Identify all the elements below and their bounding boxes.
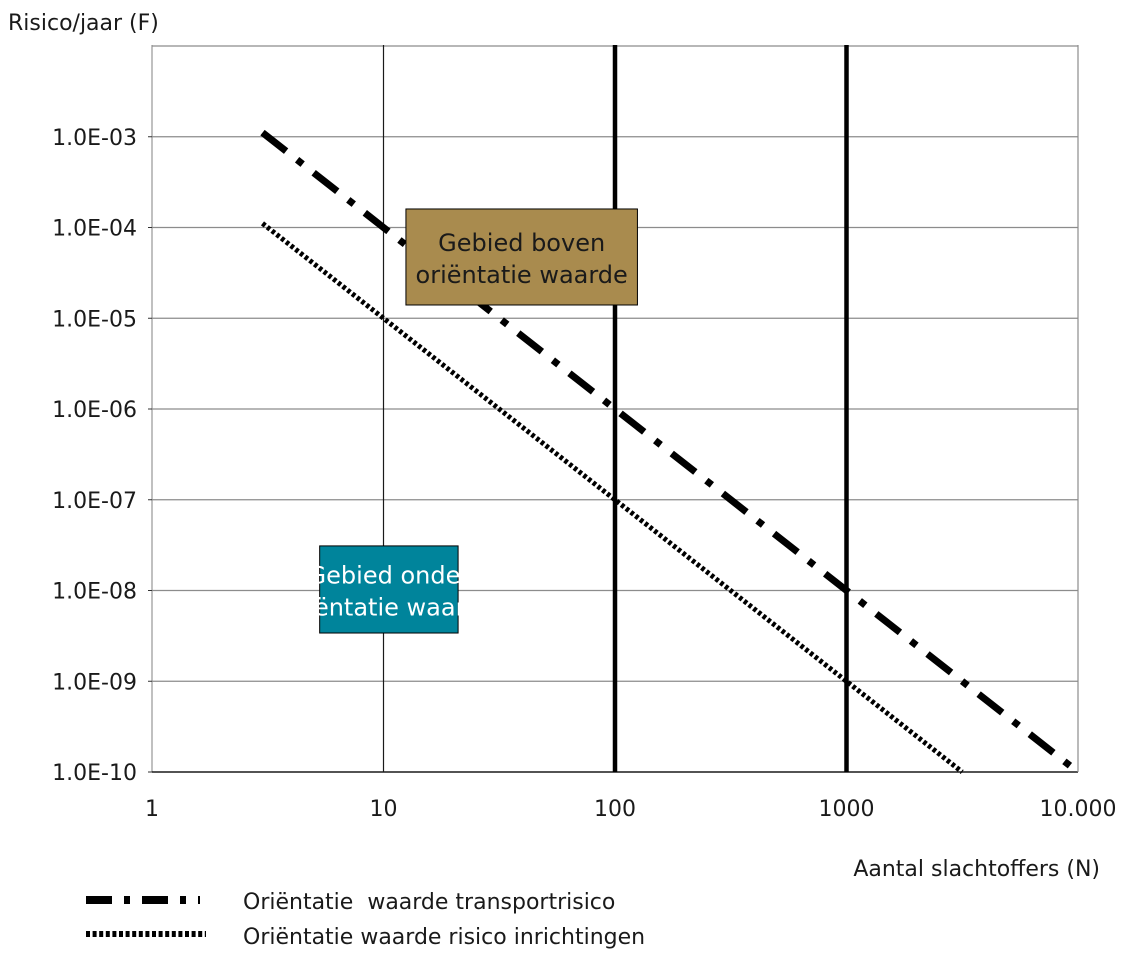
series-lines	[260, 129, 1081, 775]
region-boxes: Gebied boven oriëntatie waarde Gebied onde…	[283, 208, 638, 634]
x-tick-label: 10	[370, 797, 398, 822]
series-line-risico-inrichtingen	[260, 221, 964, 774]
region-box-boven	[405, 208, 638, 306]
x-axis-label: Aantal slachtoffers (N)	[853, 857, 1100, 882]
y-tick-label: 1.0E-04	[52, 217, 137, 242]
y-tick-label: 1.0E-08	[52, 580, 137, 605]
y-tick-label: 1.0E-10	[52, 761, 137, 786]
y-tick-label: 1.0E-06	[52, 398, 137, 423]
x-tick-label: 100	[594, 797, 636, 822]
x-tick-label: 10.000	[1040, 797, 1117, 822]
legend-label-inrichtingen: Oriëntatie waarde risico inrichtingen	[243, 925, 645, 950]
legend: Oriëntatie waarde transportrisico Oriënt…	[86, 890, 645, 950]
region-box-boven-text: oriëntatie waarde	[416, 261, 628, 289]
region-box-onder-text: oriëntatie waarde	[283, 593, 495, 621]
y-axis-label: Risico/jaar (F)	[8, 11, 159, 36]
region-box-onder	[319, 545, 459, 634]
x-tick-label: 1000	[819, 797, 875, 822]
x-tick-label: 1	[145, 797, 159, 822]
region-box-onder-text: Gebied onder	[308, 561, 471, 589]
region-box-boven-text: Gebied boven	[438, 229, 605, 257]
y-tick-label: 1.0E-03	[52, 126, 137, 151]
series-line-transportrisico	[260, 129, 1081, 775]
reference-lines	[612, 45, 849, 772]
y-tick-label: 1.0E-09	[52, 670, 137, 695]
y-tick-label: 1.0E-07	[52, 489, 137, 514]
tick-labels: 1.0E-03 1.0E-04 1.0E-05 1.0E-06 1.0E-07 1.0E-…	[52, 126, 1116, 822]
legend-label-transport: Oriëntatie waarde transportrisico	[243, 890, 615, 915]
y-tick-label: 1.0E-05	[52, 307, 137, 332]
